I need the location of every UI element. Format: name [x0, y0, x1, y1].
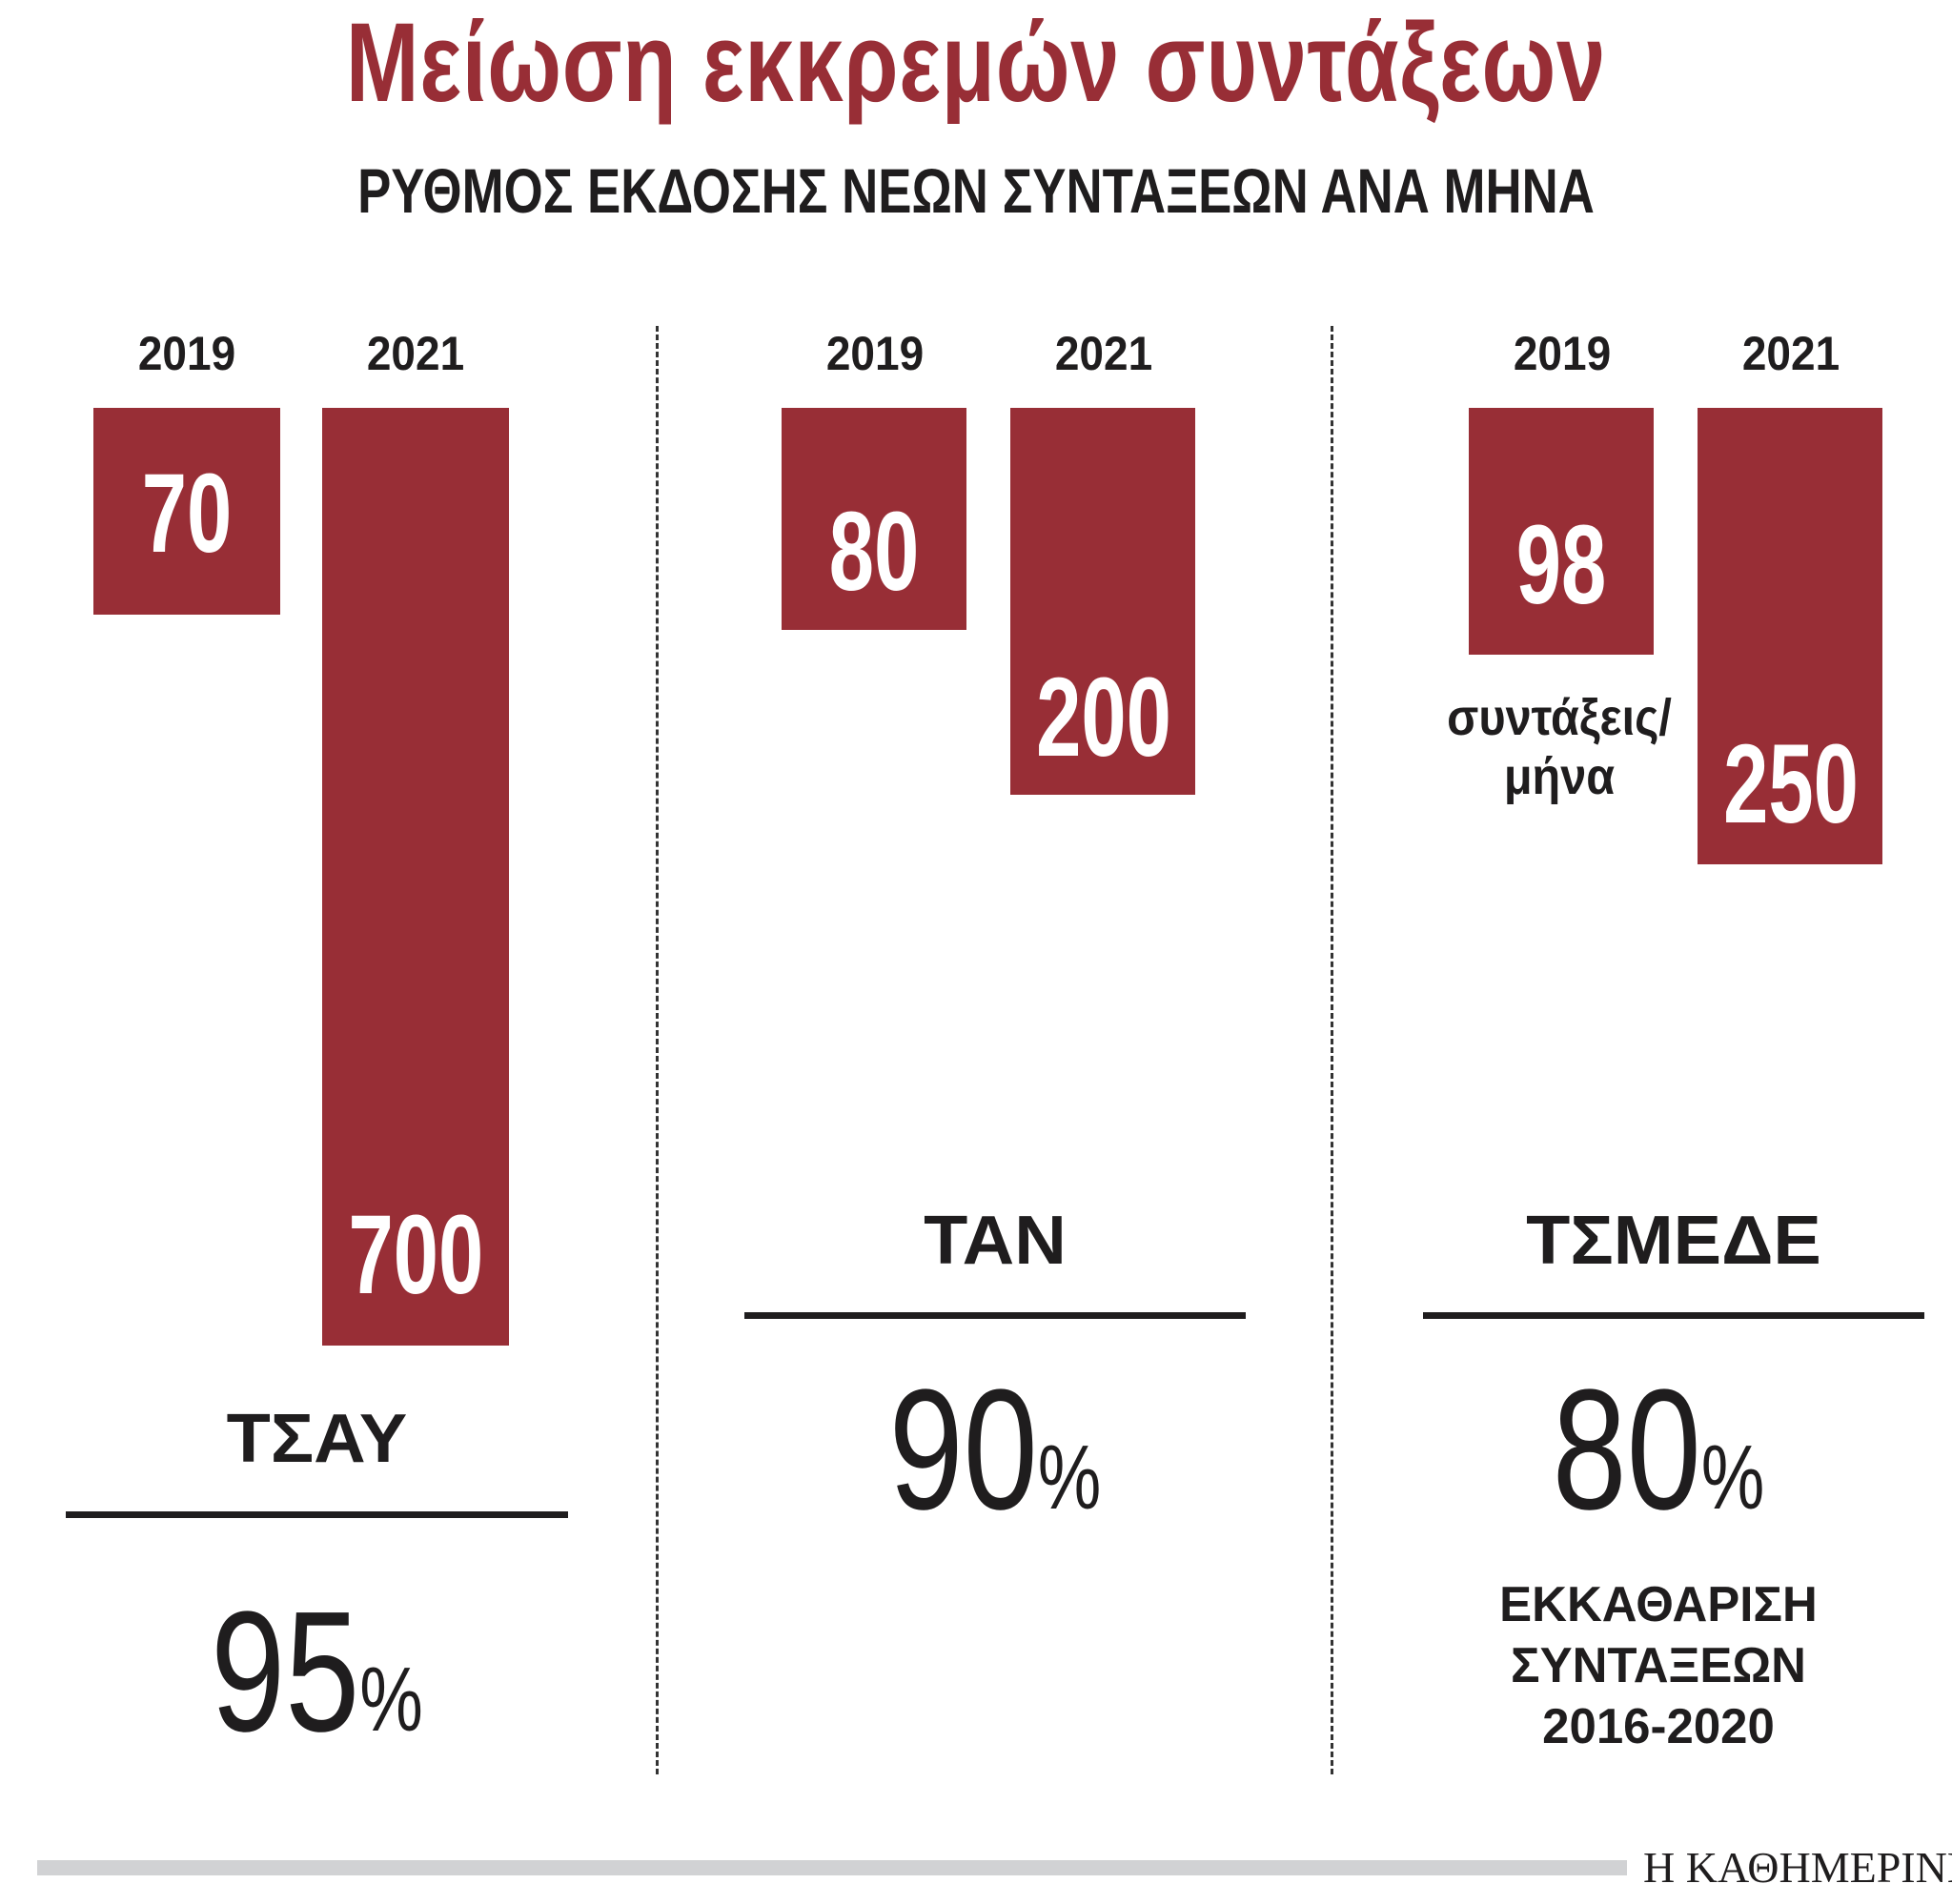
percent-sign: %: [1700, 1427, 1765, 1529]
year-label-2019: 2019: [825, 327, 925, 380]
org-label: ΤΑΝ: [924, 1203, 1067, 1279]
bar-2021: 700: [322, 408, 509, 1346]
bar-2021: 200: [1010, 408, 1195, 795]
unit-line-1: συντάξεις/: [1447, 689, 1672, 746]
unit-line-2: μήνα: [1503, 748, 1616, 805]
bar-value: 80: [828, 489, 920, 615]
percent-sign: %: [359, 1649, 423, 1751]
bar-value: 200: [1036, 655, 1171, 780]
bar-2019: 80: [782, 408, 966, 630]
chart-title: Μείωση εκκρεμών συντάξεων: [345, 0, 1607, 126]
panel-divider-2: [1331, 326, 1333, 1774]
bar-value: 70: [141, 451, 233, 577]
note-line-1: ΕΚΚΑΘΑΡΙΣΗ: [1499, 1577, 1818, 1632]
year-label-2019: 2019: [1513, 327, 1612, 380]
bar-2019: 70: [93, 408, 280, 615]
org-label: ΤΣΜΕΔΕ: [1526, 1203, 1821, 1279]
bar-value: 250: [1723, 721, 1859, 847]
bar-value: 700: [348, 1192, 484, 1318]
chart-subtitle: ΡΥΘΜΟΣ ΕΚΔΟΣΗΣ ΝΕΩΝ ΣΥΝΤΑΞΕΩΝ ΑΝΑ ΜΗΝΑ: [357, 155, 1595, 226]
org-label: ΤΣΑΥ: [226, 1401, 408, 1477]
bar-2019: 98: [1469, 408, 1654, 655]
note-line-3: 2016-2020: [1542, 1699, 1775, 1754]
percent-number: 95: [211, 1576, 360, 1768]
bar-value: 98: [1515, 502, 1607, 628]
percent-value: 80%: [1406, 1365, 1911, 1564]
clearance-note: ΕΚΚΑΘΑΡΙΣΗ ΣΥΝΤΑΞΕΩΝ 2016-2020: [1378, 1574, 1939, 1757]
year-label-2021: 2021: [1741, 327, 1840, 380]
brand-logo: Η ΚΑΘΗΜΕΡΙΝΗ: [1643, 1843, 1952, 1892]
bar-2021: 250: [1698, 408, 1882, 864]
year-label-2021: 2021: [366, 327, 465, 380]
panel-divider-1: [656, 326, 659, 1774]
percent-number: 80: [1552, 1354, 1701, 1546]
year-label-2019: 2019: [137, 327, 236, 380]
percent-number: 90: [888, 1354, 1038, 1546]
separator-rule: [1423, 1312, 1924, 1319]
footer-bar: [37, 1860, 1627, 1875]
percent-value: 90%: [800, 1365, 1190, 1564]
percent-sign: %: [1037, 1427, 1102, 1529]
percent-value: 95%: [121, 1587, 513, 1786]
separator-rule: [66, 1511, 568, 1518]
unit-label: συντάξεις/ μήνα: [1431, 688, 1688, 806]
year-label-2021: 2021: [1054, 327, 1153, 380]
separator-rule: [744, 1312, 1246, 1319]
note-line-2: ΣΥΝΤΑΞΕΩΝ: [1511, 1638, 1806, 1693]
